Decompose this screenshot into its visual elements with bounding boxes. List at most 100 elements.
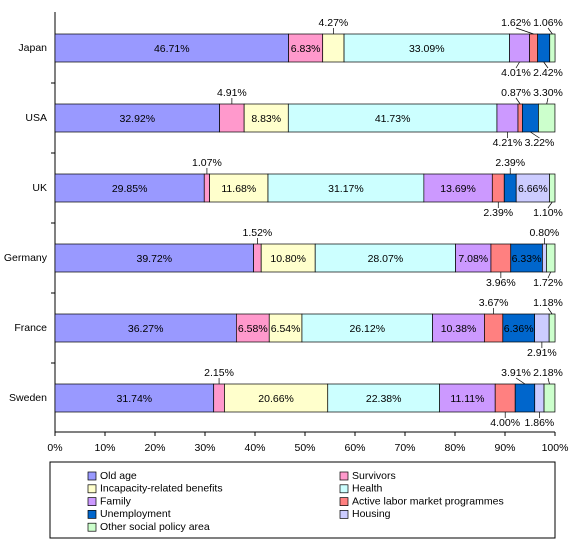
- bar-segment: [432, 313, 485, 343]
- value-label: 6.33%: [512, 253, 542, 265]
- bar-segment: [314, 243, 456, 273]
- x-tick-label: 10%: [94, 442, 115, 454]
- value-label: 1.52%: [243, 227, 273, 239]
- value-label: 0.87%: [501, 87, 531, 99]
- value-label: 0.80%: [530, 227, 560, 239]
- legend-swatch: [87, 497, 97, 506]
- leader-line: [515, 377, 526, 385]
- bar-segment: [260, 243, 316, 273]
- bar-segment: [287, 103, 498, 133]
- bar-segment: [510, 243, 543, 273]
- value-label: 3.91%: [501, 367, 531, 379]
- value-label: 1.06%: [533, 17, 563, 29]
- bar-segment: [54, 383, 215, 413]
- bar-segment: [549, 173, 556, 203]
- value-label: 4.00%: [490, 417, 520, 429]
- value-label: 2.91%: [527, 347, 557, 359]
- x-tick-label: 100%: [542, 442, 569, 454]
- bar-segment: [209, 173, 269, 203]
- bar-segment: [54, 33, 289, 63]
- leader-line: [547, 307, 553, 315]
- value-label: 4.21%: [493, 137, 523, 149]
- bar-segment: [343, 33, 510, 63]
- bar-segment: [213, 383, 225, 413]
- value-label: 8.83%: [251, 113, 281, 125]
- bar-segment: [268, 313, 303, 343]
- value-label: 1.10%: [533, 207, 563, 219]
- value-label: 26.12%: [349, 323, 385, 335]
- bar-segment: [494, 383, 516, 413]
- value-label: 1.18%: [533, 297, 563, 309]
- bar-segment: [322, 33, 345, 63]
- category-label: France: [14, 322, 47, 334]
- leader-line: [515, 27, 534, 35]
- legend-swatch: [339, 497, 349, 506]
- x-tick-label: 0%: [47, 442, 62, 454]
- leader-line: [547, 201, 553, 209]
- bar-segment: [502, 313, 535, 343]
- value-label: 2.42%: [533, 67, 563, 79]
- leader-line: [547, 271, 552, 279]
- value-label: 4.91%: [217, 87, 247, 99]
- bar-segment: [549, 33, 556, 63]
- bar-segment: [538, 103, 556, 133]
- legend-label: Family: [100, 495, 132, 507]
- value-label: 3.30%: [533, 87, 563, 99]
- value-label: 4.27%: [318, 17, 348, 29]
- category-label: USA: [25, 112, 47, 124]
- value-label: 1.07%: [192, 157, 222, 169]
- bar-segment: [288, 33, 324, 63]
- value-label: 41.73%: [375, 113, 411, 125]
- value-label: 6.54%: [271, 323, 301, 335]
- value-label: 20.66%: [258, 393, 294, 405]
- value-label: 3.67%: [479, 297, 509, 309]
- value-label: 2.15%: [204, 367, 234, 379]
- bar-segment: [542, 243, 547, 273]
- value-label: 2.39%: [495, 157, 525, 169]
- leader-line: [543, 61, 549, 69]
- leader-line: [515, 97, 521, 105]
- value-label: 4.01%: [501, 67, 531, 79]
- leader-line: [547, 377, 550, 385]
- bar-segment: [253, 243, 262, 273]
- bar-segment: [203, 173, 210, 203]
- value-label: 6.58%: [238, 323, 268, 335]
- bar-segment: [521, 103, 539, 133]
- value-label: 1.62%: [501, 17, 531, 29]
- value-label: 36.27%: [128, 323, 164, 335]
- value-label: 11.68%: [221, 183, 256, 195]
- bar-segment: [537, 33, 551, 63]
- bar-segment: [484, 313, 504, 343]
- value-label: 31.17%: [328, 183, 364, 195]
- value-label: 33.09%: [409, 43, 445, 55]
- value-label: 28.07%: [368, 253, 404, 265]
- value-label: 2.18%: [533, 367, 563, 379]
- x-tick-label: 50%: [294, 442, 315, 454]
- value-label: 10.38%: [441, 323, 477, 335]
- legend-label: Other social policy area: [100, 521, 210, 533]
- bar-segment: [423, 173, 493, 203]
- bar-segment: [534, 383, 545, 413]
- value-label: 39.72%: [136, 253, 172, 265]
- legend-swatch: [87, 484, 97, 494]
- bar-segment: [219, 103, 245, 133]
- x-tick-label: 60%: [344, 442, 365, 454]
- value-label: 32.92%: [119, 113, 155, 125]
- bar-segment: [455, 243, 492, 273]
- legend-label: Old age: [100, 470, 137, 482]
- x-tick-label: 80%: [444, 442, 465, 454]
- x-tick-label: 20%: [144, 442, 165, 454]
- value-label: 6.36%: [504, 323, 534, 335]
- value-label: 1.86%: [525, 417, 555, 429]
- legend-label: Incapacity-related benefits: [100, 483, 223, 495]
- legend-swatch: [339, 510, 349, 519]
- bar-segment: [54, 313, 237, 343]
- bar-segment: [267, 173, 425, 203]
- legend-label: Unemployment: [100, 508, 171, 520]
- bar-segment: [243, 103, 289, 133]
- bar-segment: [514, 383, 536, 413]
- value-label: 31.74%: [117, 393, 153, 405]
- bar-segment: [515, 173, 550, 203]
- legend-label: Survivors: [352, 470, 396, 482]
